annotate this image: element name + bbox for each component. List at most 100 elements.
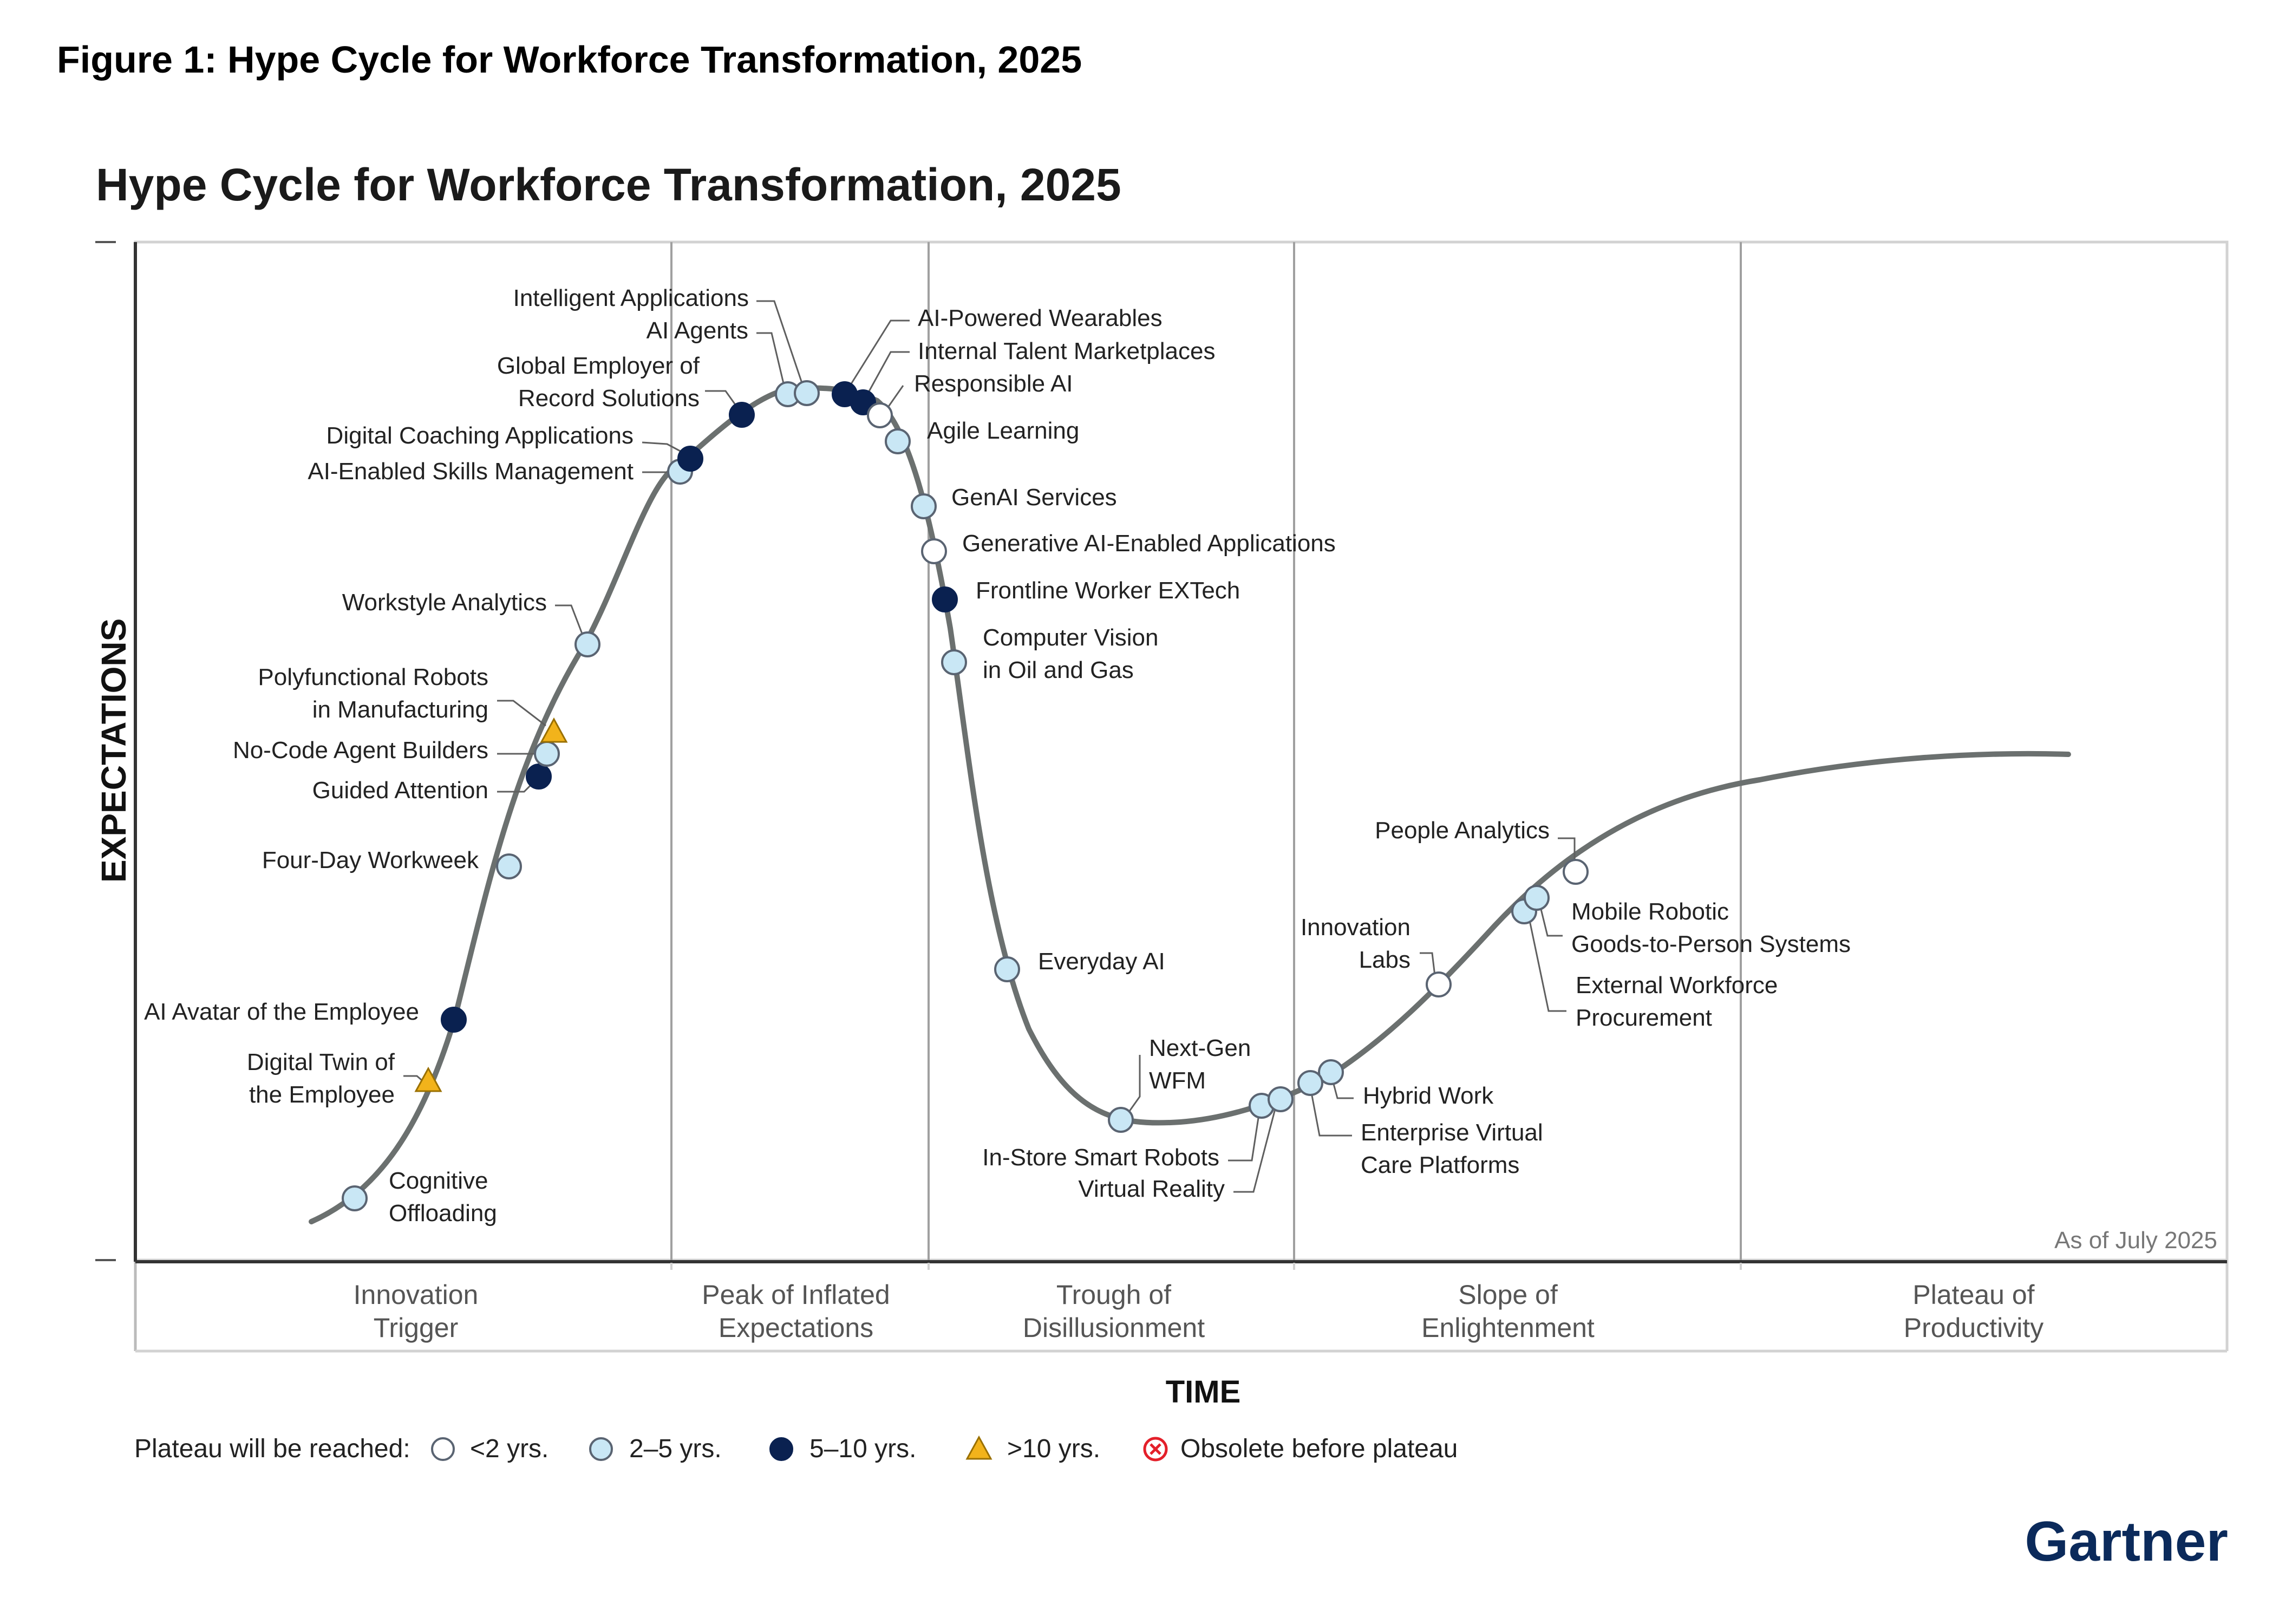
technology-label: Record Solutions [518, 385, 700, 412]
technology-leader-line [756, 332, 785, 386]
technology-label: No-Code Agent Builders [233, 737, 488, 764]
technology: Polyfunctional Robots in Manufacturing [258, 664, 568, 743]
technology-label: In-Store Smart Robots [982, 1144, 1219, 1171]
phase-dividers [670, 242, 1742, 1270]
technology-label: Digital Coaching Applications [326, 422, 634, 449]
technology: Frontline Worker EXTech [932, 577, 1240, 612]
technology-leader-line [1332, 1081, 1354, 1099]
technology-label: Care Platforms [1361, 1152, 1519, 1178]
technology-leader-line [1420, 952, 1436, 976]
technology-leader-line [1310, 1092, 1352, 1137]
technology-label: AI-Powered Wearables [918, 305, 1163, 331]
phase-label-line: Disillusionment [1023, 1313, 1205, 1343]
technology-marker [1297, 1070, 1323, 1096]
technology-marker [1268, 1086, 1294, 1112]
technology-leader-line [866, 351, 910, 395]
technology-marker [1108, 1107, 1134, 1133]
technology-label: Global Employer of [497, 353, 700, 379]
technology-leader-line [1558, 837, 1576, 862]
technology: Enterprise Virtual Care Platforms [1297, 1070, 1543, 1178]
technology-marker [911, 493, 937, 519]
technology: Hybrid Work [1318, 1059, 1494, 1109]
technology-label: Digital Twin of [247, 1049, 395, 1075]
phase-label-line: Innovation [354, 1280, 479, 1310]
technology-layer: Cognitive Offloading Digital Twin of the Em… [144, 285, 1851, 1227]
technology: Generative AI-Enabled Applications [921, 530, 1336, 564]
technology: Agile Learning [885, 418, 1079, 454]
technology-label: Innovation [1301, 914, 1411, 941]
legend-label: >10 yrs. [1007, 1434, 1100, 1463]
technology-leader-line [1127, 1055, 1141, 1114]
figure-caption: Figure 1: Hype Cycle for Workforce Trans… [57, 38, 1082, 81]
technology-leader-line [705, 390, 737, 407]
technology-leader-line [849, 319, 910, 386]
plot-frame [95, 240, 2229, 1353]
technology: AI-Enabled Skills Management [308, 458, 693, 485]
technology-marker [1426, 971, 1452, 997]
legend-item: >10 yrs. [965, 1434, 1100, 1463]
as-of-note: As of July 2025 [2054, 1227, 2217, 1254]
technology-label: Virtual Reality [1078, 1176, 1225, 1202]
technology-label: Four-Day Workweek [262, 847, 479, 873]
technology: Everyday AI [994, 948, 1165, 982]
gartner-logo: Gartner [2025, 1510, 2228, 1573]
technology: Innovation Labs [1301, 914, 1452, 997]
technology: Digital Coaching Applications [326, 422, 703, 472]
technology-marker [574, 631, 600, 657]
technology-label: Labs [1359, 947, 1411, 973]
legend-title: Plateau will be reached: [134, 1434, 410, 1463]
technology-label: Polyfunctional Robots [258, 664, 488, 690]
phase-label-line: Trough of [1056, 1280, 1171, 1310]
technology-label: Offloading [389, 1200, 497, 1227]
technology-leader-line [642, 441, 683, 453]
technology: Workstyle Analytics [342, 589, 600, 657]
phase-label-line: Slope of [1458, 1280, 1558, 1310]
technology-label: AI Avatar of the Employee [144, 999, 419, 1025]
technology-marker [885, 428, 911, 454]
legend-item: <2 yrs. [431, 1434, 548, 1463]
legend-label: 5–10 yrs. [809, 1434, 916, 1463]
technology-marker [994, 956, 1020, 982]
technology-label: Everyday AI [1038, 948, 1165, 975]
technology-label: Goods-to-Person Systems [1571, 931, 1851, 957]
technology-marker [342, 1185, 368, 1211]
technology: No-Code Agent Builders [233, 737, 560, 767]
legend-label: <2 yrs. [470, 1434, 548, 1463]
legend-item: Obsolete before plateau [1143, 1434, 1458, 1463]
technology-leader-line [1529, 920, 1566, 1012]
technology-label: Enterprise Virtual [1361, 1119, 1543, 1146]
technology-marker [496, 853, 522, 879]
technology: AI Agents [647, 317, 801, 407]
phase-label-line: Trigger [374, 1313, 459, 1343]
technology-marker [677, 446, 703, 472]
phase-label-line: Peak of Inflated [702, 1280, 890, 1310]
technology-label: External Workforce [1576, 972, 1778, 999]
technology-label: WFM [1149, 1067, 1206, 1094]
legend-marker [589, 1437, 613, 1461]
technology-marker [867, 402, 893, 428]
legend-item: 5–10 yrs. [769, 1434, 916, 1463]
technology-marker [1563, 859, 1589, 885]
technology: Intelligent Applications [513, 285, 820, 406]
technology-label: Agile Learning [927, 418, 1079, 444]
technology: Digital Twin of the Employee [247, 1049, 442, 1108]
technology-marker-triangle [540, 717, 568, 743]
technology-marker [1524, 885, 1550, 911]
technology-marker [1318, 1059, 1344, 1085]
y-axis-label: EXPECTATIONS [94, 618, 133, 883]
technology-marker [526, 764, 552, 790]
technology: External Workforce Procurement [1511, 898, 1778, 1031]
legend-marker [769, 1437, 793, 1461]
technology-label: Workstyle Analytics [342, 589, 547, 616]
technology: In-Store Smart Robots [982, 1093, 1275, 1171]
hype-curve [309, 385, 2071, 1224]
technology: Guided Attention [312, 764, 552, 804]
technology-marker [941, 649, 967, 675]
technology-leader-line [887, 385, 904, 408]
technology-label: Guided Attention [312, 777, 488, 804]
technology: Next-Gen WFM [1108, 1035, 1251, 1133]
